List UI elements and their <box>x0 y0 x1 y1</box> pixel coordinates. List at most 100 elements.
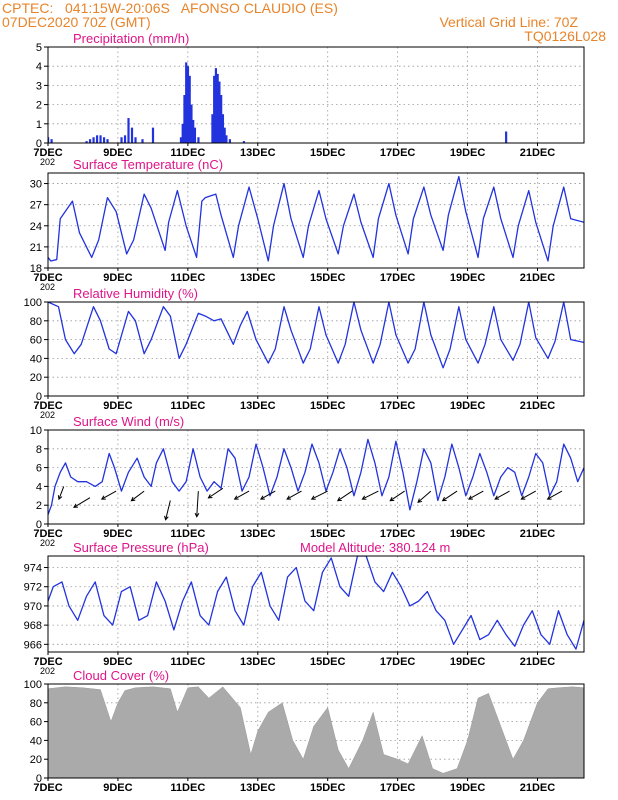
precip-bar <box>181 123 184 143</box>
x-tick-label: 15DEC <box>310 400 346 412</box>
precip-bar <box>213 75 216 143</box>
precip-bar <box>130 127 134 143</box>
series-line <box>48 438 584 515</box>
x-tick-label: 15DEC <box>310 147 346 159</box>
precip-bar <box>218 81 221 143</box>
x-tick-label: 15DEC <box>310 528 346 540</box>
y-tick-label: 966 <box>24 639 42 651</box>
x-tick-label: 13DEC <box>240 782 276 794</box>
x-tick-label: 19DEC <box>450 272 486 284</box>
x-tick-label: 19DEC <box>450 782 486 794</box>
panel-title: Precipitation (mm/h) <box>73 31 189 46</box>
y-tick-label: 6 <box>36 463 42 475</box>
x-year-label: 202 <box>40 157 55 167</box>
y-tick-label: 18 <box>30 263 42 275</box>
wind-arrow <box>494 490 510 500</box>
y-tick-label: 40 <box>30 353 42 365</box>
wind-arrow <box>546 490 563 500</box>
x-tick-label: 7DEC <box>33 656 62 668</box>
x-tick-label: 21DEC <box>520 782 556 794</box>
precip-bar <box>221 114 225 143</box>
precip-bar <box>102 137 106 143</box>
precip-bar <box>185 62 188 143</box>
panel-title: Cloud Cover (%) <box>73 668 169 683</box>
precip-bar <box>211 114 214 143</box>
precip-bar <box>188 75 191 143</box>
header-station-line: CPTEC: 041:15W-20:06S AFONSO CLAUDIO (ES… <box>2 0 338 16</box>
precip-bar <box>88 139 92 143</box>
precip-bar <box>50 139 53 143</box>
panel-title: Surface Wind (m/s) <box>73 414 184 429</box>
precip-bar <box>85 141 88 143</box>
x-tick-label: 19DEC <box>450 400 486 412</box>
wind-arrow <box>164 500 171 521</box>
x-tick-label: 21DEC <box>520 400 556 412</box>
precip-bar <box>228 139 232 143</box>
header-grid-line: Vertical Grid Line: 70Z <box>439 14 578 30</box>
y-tick-label: 30 <box>30 179 42 191</box>
x-tick-label: 13DEC <box>240 147 276 159</box>
y-tick-label: 1 <box>36 119 42 131</box>
precip-bar <box>220 95 223 143</box>
precip-bar <box>223 127 226 143</box>
y-tick-label: 27 <box>30 200 42 212</box>
panel-2: 18 21 24 27 30 7DEC 9DEC 11DEC 13DEC 15DEC 17DEC 19… <box>30 157 585 292</box>
y-tick-label: 21 <box>30 242 42 254</box>
x-tick-label: 9DEC <box>103 782 132 794</box>
wind-arrow <box>336 490 353 502</box>
wind-arrow <box>520 490 536 500</box>
precip-bar <box>216 73 219 143</box>
x-year-label: 202 <box>40 666 55 676</box>
y-tick-label: 968 <box>24 620 42 632</box>
y-tick-label: 20 <box>30 754 42 766</box>
y-tick-label: 10 <box>30 425 42 437</box>
series-line <box>48 302 584 369</box>
wind-arrow <box>207 487 224 499</box>
precip-bar <box>151 127 155 143</box>
precip-bar <box>186 66 190 143</box>
plot-area <box>48 175 584 262</box>
precip-bar <box>99 135 102 143</box>
x-tick-label: 13DEC <box>240 656 276 668</box>
wind-arrow <box>361 490 379 500</box>
y-tick-label: 3 <box>36 80 42 92</box>
x-tick-label: 15DEC <box>310 656 346 668</box>
x-tick-label: 15DEC <box>310 272 346 284</box>
header-model-id: TQ0126L028 <box>524 28 606 44</box>
x-tick-label: 21DEC <box>520 656 556 668</box>
plot-area <box>48 686 584 778</box>
y-tick-label: 2 <box>36 500 42 512</box>
wind-arrow <box>194 491 200 518</box>
wind-arrow <box>100 490 117 500</box>
panel-annotation: Model Altitude: 380.124 m <box>300 540 450 555</box>
precip-bar <box>183 95 186 143</box>
x-tick-label: 11DEC <box>170 272 205 284</box>
panel-frame <box>47 301 585 397</box>
precip-bar <box>127 118 130 143</box>
x-tick-label: 9DEC <box>103 147 132 159</box>
x-tick-label: 19DEC <box>450 656 486 668</box>
x-tick-label: 21DEC <box>520 272 556 284</box>
wind-arrow <box>130 490 145 502</box>
x-tick-label: 11DEC <box>170 400 205 412</box>
wind-arrow <box>57 486 65 501</box>
y-tick-label: 24 <box>30 221 42 233</box>
x-tick-label: 11DEC <box>170 528 205 540</box>
precip-bar <box>242 141 245 143</box>
y-tick-label: 100 <box>24 679 42 691</box>
precip-bar <box>193 127 197 143</box>
x-tick-label: 19DEC <box>450 147 486 159</box>
panel-5: 966 968 970 972 974 7DEC 9DEC 11DEC 13DEC 15DEC 17… <box>24 540 585 676</box>
y-tick-label: 2 <box>36 100 42 112</box>
x-tick-label: 11DEC <box>170 656 205 668</box>
y-tick-label: 0 <box>36 519 42 531</box>
y-tick-label: 0 <box>36 391 42 403</box>
x-tick-label: 15DEC <box>310 782 346 794</box>
y-tick-label: 4 <box>36 481 42 493</box>
panel-3: 0 20 40 60 80 100 7DEC 9DEC 11DEC 13DEC 15DEC 17DEC… <box>24 286 585 420</box>
x-tick-label: 9DEC <box>103 272 132 284</box>
y-tick-label: 974 <box>24 563 42 575</box>
wind-arrow <box>310 490 328 500</box>
wind-arrow <box>441 490 458 502</box>
